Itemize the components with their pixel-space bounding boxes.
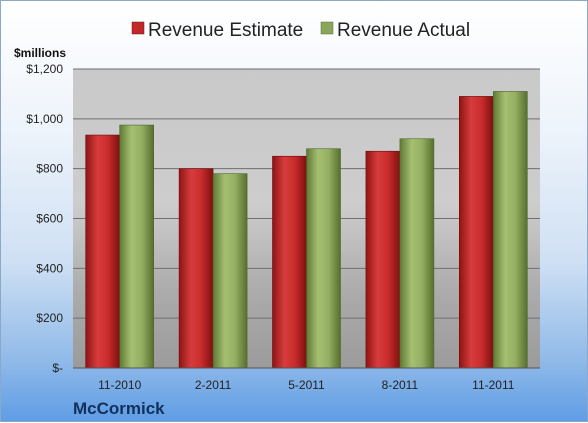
x-tick-label: 11-2011: [472, 378, 515, 392]
x-tick-label: 5-2011: [288, 378, 325, 392]
bar-revenue-estimate: [365, 150, 401, 369]
bar-revenue-estimate: [458, 96, 494, 369]
y-tick-label: $-: [52, 361, 63, 375]
x-axis: 11-2010 2-2011 5-2011 8-2011 11-2011: [98, 378, 515, 392]
bar-revenue-actual: [492, 91, 528, 369]
bar-revenue-actual: [119, 124, 154, 369]
y-tick-label: $200: [36, 311, 63, 325]
legend-swatch-revenue-estimate: [131, 21, 145, 35]
bar-revenue-estimate: [178, 168, 214, 369]
x-tick-label: 8-2011: [382, 378, 419, 392]
legend-label-revenue-estimate: Revenue Estimate: [148, 20, 303, 41]
legend-label-revenue-actual: Revenue Actual: [337, 20, 470, 41]
bar-revenue-actual: [306, 148, 341, 369]
y-axis: $- $200 $400 $600 $800 $1,000 $1,200: [26, 62, 63, 375]
y-tick-label: $800: [36, 162, 63, 176]
legend-swatch-revenue-actual: [320, 21, 334, 35]
legend: Revenue Estimate Revenue Actual: [131, 20, 470, 41]
bar-revenue-actual: [399, 138, 435, 369]
company-label: McCormick: [73, 399, 165, 418]
bars: [85, 91, 528, 369]
y-tick-label: $1,200: [26, 62, 63, 76]
bar-revenue-estimate: [85, 134, 120, 369]
x-tick-label: 11-2010: [98, 378, 141, 392]
unit-label: $millions: [14, 46, 66, 60]
x-tick-label: 2-2011: [195, 378, 232, 392]
y-tick-label: $600: [36, 212, 63, 226]
bar-revenue-actual: [212, 173, 248, 369]
y-tick-label: $1,000: [26, 112, 63, 126]
y-tick-label: $400: [36, 261, 63, 275]
bar-revenue-estimate: [272, 155, 307, 369]
